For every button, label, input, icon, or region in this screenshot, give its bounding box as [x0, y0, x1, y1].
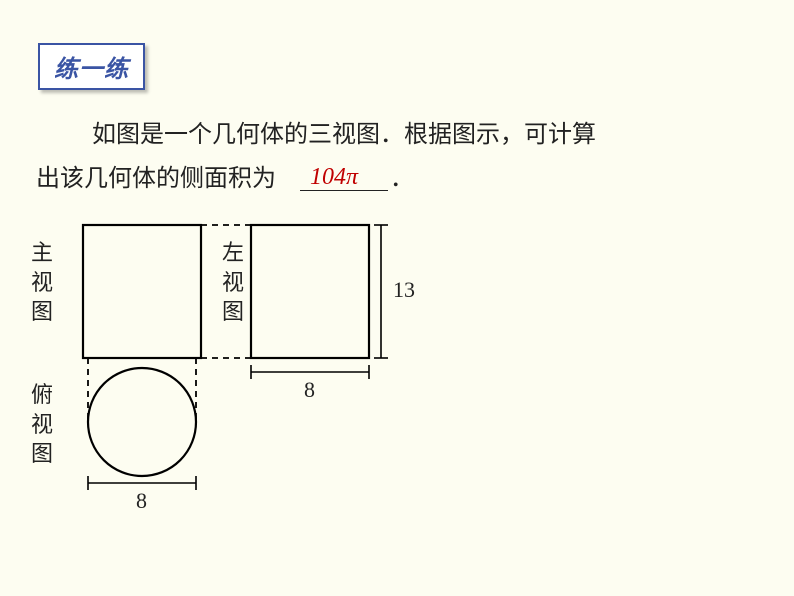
problem-line2-suffix: ．	[390, 160, 414, 198]
problem-line2-prefix: 出该几何体的侧面积为	[36, 160, 276, 198]
dim-height-label: 13	[393, 277, 415, 303]
top-char3: 图	[31, 439, 53, 469]
front-char2: 视	[31, 268, 53, 298]
front-view-label: 主 视 图	[31, 238, 53, 327]
front-view-rect	[83, 225, 201, 358]
top-char2: 视	[31, 410, 53, 440]
answer-text: 104π	[310, 164, 358, 191]
front-char1: 主	[31, 238, 53, 268]
top-char1: 俯	[31, 380, 53, 410]
three-view-diagram	[55, 215, 415, 525]
top-view-circle	[88, 368, 196, 476]
title-box: 练一练	[38, 43, 145, 90]
problem-line1: 如图是一个几何体的三视图．根据图示，可计算	[92, 116, 596, 154]
title-text: 练一练	[54, 57, 129, 83]
side-view-rect	[251, 225, 369, 358]
top-view-label: 俯 视 图	[31, 380, 53, 469]
front-char3: 图	[31, 297, 53, 327]
dim-side-width-label: 8	[304, 377, 315, 403]
dim-top-width-label: 8	[136, 488, 147, 514]
